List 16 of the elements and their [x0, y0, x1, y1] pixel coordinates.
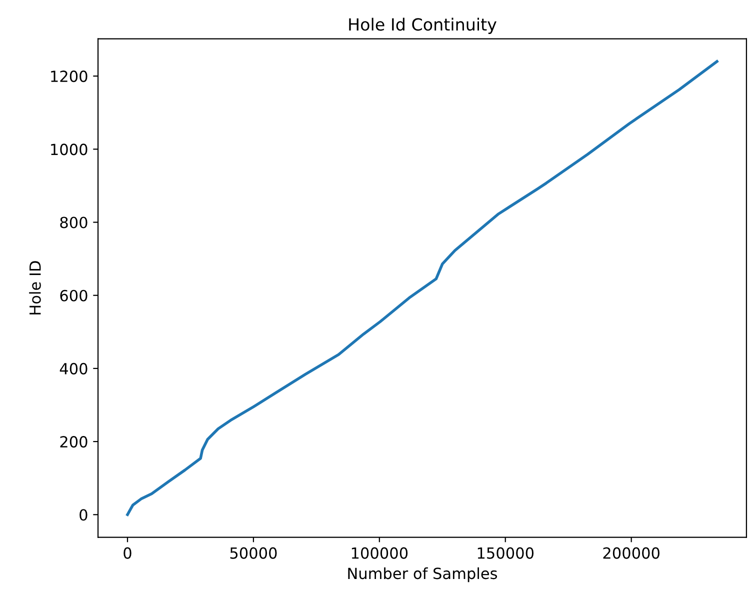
- x-tick-label: 100000: [352, 547, 408, 559]
- y-tick-label: 0: [80, 509, 88, 521]
- line-series: [126, 60, 718, 516]
- y-axis-title: Hole ID: [29, 261, 41, 314]
- x-tick-label: 200000: [603, 547, 660, 559]
- y-tick-label: 1000: [51, 144, 88, 156]
- x-tick-label: 150000: [478, 547, 534, 559]
- chart-title: Hole Id Continuity: [349, 18, 496, 34]
- x-tick-label: 0: [124, 547, 132, 559]
- x-axis-title: Number of Samples: [348, 567, 498, 582]
- y-tick-label: 200: [60, 436, 88, 448]
- y-tick-label: 400: [60, 362, 88, 374]
- y-tick-label: 600: [60, 290, 88, 302]
- y-tick-label: 800: [60, 216, 88, 228]
- y-tick-label: 1200: [51, 70, 88, 82]
- x-tick-label: 50000: [230, 547, 277, 559]
